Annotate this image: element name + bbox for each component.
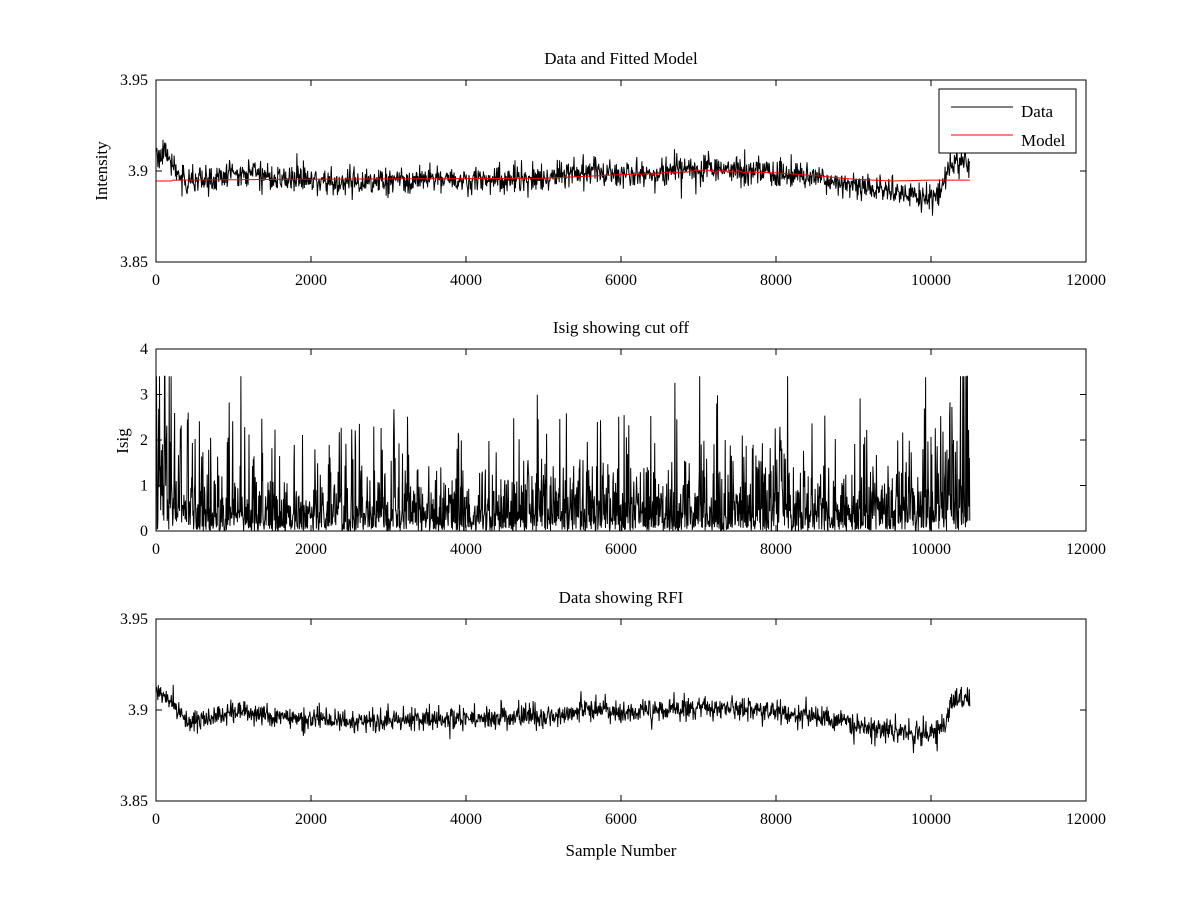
y-tick-label: 3.85 xyxy=(120,254,148,271)
y-axis-label: Intensity xyxy=(92,141,111,201)
x-tick-label: 6000 xyxy=(605,272,637,289)
axes-frame: 0 2000 4000 6000 8000 10000 12000 3.85 3.9 3.95 xyxy=(120,611,1106,828)
y-axis-label: Isig xyxy=(113,428,132,454)
plot-area xyxy=(156,139,971,216)
isig-subplot: Isig showing cut off Isig 0 2000 4000 6000 8… xyxy=(113,318,1106,558)
x-tick-label: 0 xyxy=(152,541,160,558)
axes-frame: 0 2000 4000 6000 8000 10000 12000 3.85 3.9 3.95 xyxy=(120,72,1106,289)
x-tick-label: 4000 xyxy=(450,272,482,289)
x-tick-label: 0 xyxy=(152,272,160,289)
x-tick-label: 2000 xyxy=(295,541,327,558)
x-tick-label: 12000 xyxy=(1066,272,1106,289)
x-tick-label: 8000 xyxy=(760,272,792,289)
y-tick-label: 3.9 xyxy=(128,163,148,180)
y-tick-label: 3.95 xyxy=(120,611,148,628)
y-tick-label: 0 xyxy=(140,523,148,540)
legend-label-data: Data xyxy=(1021,102,1054,121)
axes-frame: 0 2000 4000 6000 8000 10000 12000 0 1 2 3 4 xyxy=(140,341,1106,558)
plot-area xyxy=(156,375,971,531)
x-tick-label: 4000 xyxy=(450,541,482,558)
x-tick-label: 2000 xyxy=(295,811,327,828)
y-tick-label: 3 xyxy=(140,387,148,404)
x-tick-label: 6000 xyxy=(605,541,637,558)
legend-label-model: Model xyxy=(1021,131,1066,150)
plot-area xyxy=(156,684,971,754)
y-tick-label: 3.9 xyxy=(128,702,148,719)
subplot-title: Data showing RFI xyxy=(559,588,684,607)
x-tick-label: 8000 xyxy=(760,541,792,558)
x-tick-label: 6000 xyxy=(605,811,637,828)
x-tick-label: 12000 xyxy=(1066,541,1106,558)
x-tick-label: 2000 xyxy=(295,272,327,289)
x-tick-label: 10000 xyxy=(911,272,951,289)
series-data-line xyxy=(156,684,971,754)
x-tick-label: 10000 xyxy=(911,541,951,558)
intensity-model-subplot: Data and Fitted Model Intensity 0 2000 400… xyxy=(92,49,1106,289)
subplot-title: Isig showing cut off xyxy=(553,318,689,337)
x-tick-label: 10000 xyxy=(911,811,951,828)
series-model-line xyxy=(156,168,970,182)
x-axis-label: Sample Number xyxy=(566,841,677,860)
x-tick-label: 0 xyxy=(152,811,160,828)
y-tick-label: 3.95 xyxy=(120,72,148,89)
subplot-title: Data and Fitted Model xyxy=(544,49,698,68)
legend: Data Model xyxy=(938,88,1077,154)
y-tick-label: 2 xyxy=(140,432,148,449)
y-tick-label: 1 xyxy=(140,478,148,495)
x-tick-label: 4000 xyxy=(450,811,482,828)
y-tick-label: 3.85 xyxy=(120,793,148,810)
x-tick-label: 12000 xyxy=(1066,811,1106,828)
legend-box xyxy=(938,88,1077,154)
series-isig-line xyxy=(156,375,971,531)
x-tick-label: 8000 xyxy=(760,811,792,828)
rfi-subplot: Data showing RFI Sample Number 0 2000 4000… xyxy=(120,588,1106,860)
y-tick-label: 4 xyxy=(140,341,148,358)
